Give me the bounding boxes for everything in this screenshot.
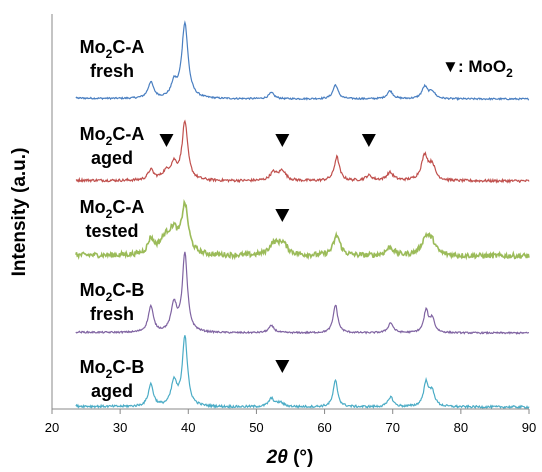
series-line: [75, 119, 530, 184]
series-line: [75, 20, 530, 102]
sample-label-layer: Mo2C-AfreshMo2C-AagedMo2C-AtestedMo2C-Bf…: [80, 37, 145, 401]
x-tick-label: 20: [45, 420, 59, 435]
moo2-marker: [361, 134, 376, 147]
sample-label-suffix: C-B: [112, 280, 144, 300]
legend: ▼ : MoO2: [442, 57, 513, 80]
sample-label-line2: aged: [91, 381, 133, 401]
series-line: [75, 251, 529, 335]
legend-label: : MoO2: [458, 57, 513, 80]
sample-label-line1: Mo2C-B: [80, 280, 145, 304]
x-axis-title: 2θ (°): [266, 447, 314, 468]
sample-label-line1: Mo2C-A: [80, 37, 145, 61]
sample-label-prefix: Mo: [80, 124, 106, 144]
sample-label-line2: aged: [91, 148, 133, 168]
x-tick-label: 70: [385, 420, 399, 435]
sample-label-prefix: Mo: [80, 357, 106, 377]
sample-label-subscript: 2: [106, 134, 113, 148]
sample-label-suffix: C-B: [112, 357, 144, 377]
legend-text: : MoO: [458, 57, 506, 76]
sample-label-subscript: 2: [106, 47, 113, 61]
x-tick-layer: 20 30 40 50 60 70 80 90: [45, 409, 536, 435]
moo2-marker: [275, 360, 290, 373]
sample-label-subscript: 2: [106, 207, 113, 221]
x-tick-label: 90: [522, 420, 536, 435]
sample-label-line1: Mo2C-A: [80, 124, 145, 148]
legend-subscript: 2: [506, 66, 513, 80]
moo2-marker: [275, 134, 290, 147]
sample-label-line1: Mo2C-A: [80, 197, 145, 221]
x-tick-label: 30: [113, 420, 127, 435]
x-tick-label: 80: [454, 420, 468, 435]
sample-label-suffix: C-A: [112, 37, 144, 57]
marker-layer: [159, 134, 376, 373]
trace-layer: [75, 20, 530, 410]
sample-label-subscript: 2: [106, 367, 113, 381]
x-tick-label: 40: [181, 420, 195, 435]
sample-label-line2: tested: [85, 221, 138, 241]
sample-label-subscript: 2: [106, 290, 113, 304]
sample-label-suffix: C-A: [112, 124, 144, 144]
sample-label-line1: Mo2C-B: [80, 357, 145, 381]
sample-label-line2: fresh: [90, 304, 134, 324]
sample-label-prefix: Mo: [80, 280, 106, 300]
moo2-marker: [275, 209, 290, 222]
x-tick-label: 60: [317, 420, 331, 435]
sample-label-suffix: C-A: [112, 197, 144, 217]
legend-marker: ▼: [442, 57, 459, 76]
sample-label-prefix: Mo: [80, 197, 106, 217]
moo2-marker: [159, 134, 174, 147]
series-line: [75, 335, 530, 410]
sample-label-prefix: Mo: [80, 37, 106, 57]
y-axis-title: Intensity (a.u.): [9, 148, 30, 277]
series-line: [75, 198, 530, 261]
x-tick-label: 50: [249, 420, 263, 435]
sample-label-line2: fresh: [90, 61, 134, 81]
